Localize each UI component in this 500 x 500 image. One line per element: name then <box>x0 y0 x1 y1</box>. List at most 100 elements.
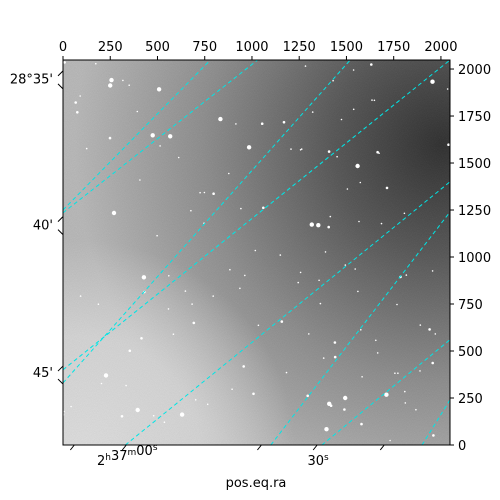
dec-axis: 28°35' 40' 45' <box>10 70 64 385</box>
star <box>235 123 237 125</box>
top-tick-label: 1000 <box>235 40 268 55</box>
star <box>332 79 334 82</box>
star <box>344 264 347 266</box>
star <box>306 394 310 398</box>
star-field <box>63 61 450 442</box>
star <box>361 376 363 378</box>
grid-line <box>63 60 258 214</box>
ra-tick <box>69 444 75 451</box>
star <box>282 120 286 124</box>
star <box>76 111 79 114</box>
star <box>316 223 321 228</box>
star <box>352 108 355 111</box>
dec-tick <box>57 378 64 385</box>
star <box>63 410 65 413</box>
star <box>358 220 360 223</box>
star <box>352 69 355 71</box>
star <box>336 155 338 158</box>
star <box>327 225 331 229</box>
star <box>415 408 417 411</box>
ra-tick-label: 2h37m00s <box>97 443 158 469</box>
star <box>111 210 117 216</box>
star <box>403 212 406 215</box>
star <box>360 329 362 331</box>
star <box>405 274 408 276</box>
star <box>229 268 231 271</box>
right-tick-label: 1500 <box>458 157 491 172</box>
star <box>74 101 77 104</box>
right-tick-label: 2000 <box>458 63 491 78</box>
star <box>300 148 303 150</box>
grid-line <box>421 399 450 445</box>
star <box>192 321 196 325</box>
ra-label-value: 00 <box>136 444 153 459</box>
star <box>322 357 325 359</box>
star <box>79 95 81 97</box>
star <box>122 79 124 82</box>
top-tick-label: 1750 <box>377 40 410 55</box>
star <box>397 372 399 375</box>
ra-tick-label: 30s <box>307 453 329 469</box>
star <box>428 328 431 331</box>
star <box>404 390 406 393</box>
ra-label-value: 37 <box>111 449 128 464</box>
coordinate-grid <box>63 60 450 445</box>
top-tick-label: 0 <box>59 40 67 55</box>
ra-tick <box>121 444 127 451</box>
star <box>254 249 257 252</box>
star <box>109 77 114 83</box>
top-tick-label: 1500 <box>330 40 363 55</box>
star <box>430 79 435 84</box>
star <box>257 324 260 327</box>
star <box>376 150 379 154</box>
star <box>156 87 162 92</box>
star <box>159 145 161 147</box>
grid-line <box>63 60 351 384</box>
star <box>190 209 192 212</box>
right-tick-label: 1750 <box>458 110 491 125</box>
star <box>246 145 252 150</box>
star <box>168 275 170 277</box>
star <box>333 341 337 344</box>
star <box>199 191 201 194</box>
ra-label-unit: s <box>324 453 329 463</box>
star <box>329 215 332 218</box>
star <box>218 116 223 122</box>
top-tick-label: 500 <box>145 40 170 55</box>
star <box>120 415 124 418</box>
star <box>70 405 72 408</box>
star <box>299 271 302 274</box>
star <box>394 372 396 375</box>
x-axis-label: pos.eq.ra <box>226 476 287 491</box>
star <box>172 333 175 336</box>
star <box>431 361 435 365</box>
star <box>343 395 348 401</box>
top-tick-label: 1250 <box>283 40 316 55</box>
star <box>431 270 434 272</box>
star <box>240 207 242 210</box>
star <box>343 408 346 411</box>
top-tick-label: 2000 <box>424 40 457 55</box>
right-tick-label: 250 <box>458 392 483 407</box>
star <box>163 421 166 424</box>
dec-tick <box>57 216 64 222</box>
star <box>63 61 66 64</box>
ra-label-value: 2 <box>97 454 105 469</box>
right-tick-label: 750 <box>458 298 483 313</box>
star <box>318 279 320 282</box>
top-tick-label: 750 <box>192 40 217 55</box>
grid-line <box>63 60 211 211</box>
grid-line <box>63 60 450 371</box>
star <box>346 188 349 190</box>
star <box>373 99 376 102</box>
star <box>308 333 310 335</box>
star <box>177 156 180 159</box>
ra-label-unit: h <box>105 453 111 463</box>
star <box>260 122 264 125</box>
star <box>324 427 329 432</box>
star <box>447 143 450 146</box>
star <box>419 324 422 326</box>
star <box>375 339 377 342</box>
star <box>152 415 155 417</box>
